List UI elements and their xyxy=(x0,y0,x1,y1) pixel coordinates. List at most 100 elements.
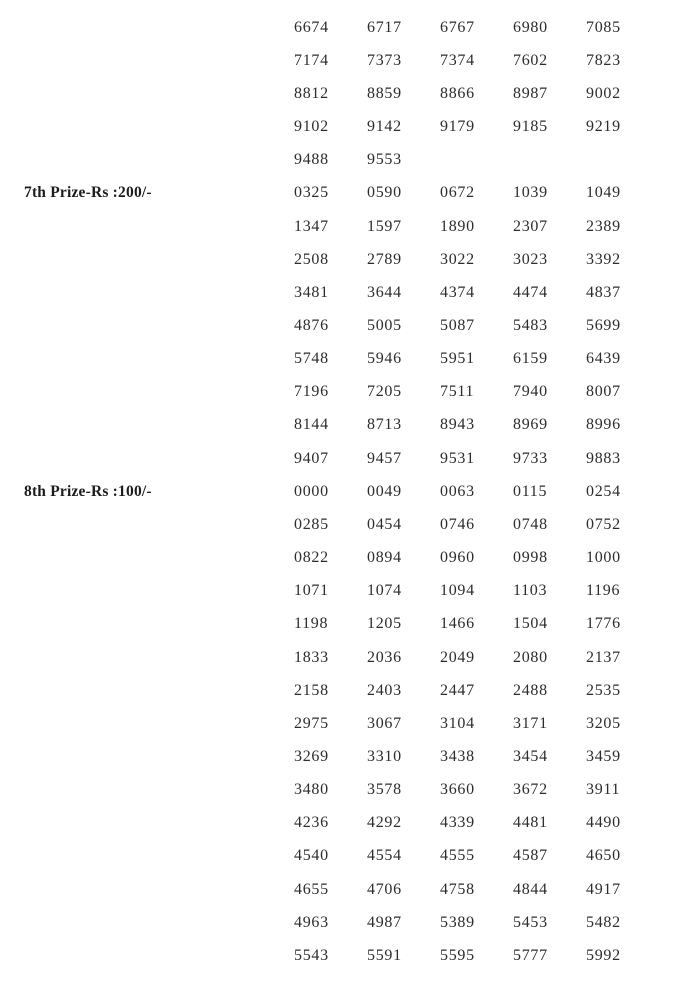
ticket-number: 7174 xyxy=(294,51,329,69)
ticket-number: 3205 xyxy=(586,714,621,732)
table-row: 9102 9142 9179 9185 9219 xyxy=(0,110,676,143)
ticket-number: 6980 xyxy=(513,18,548,36)
ticket-number: 3269 xyxy=(294,748,329,766)
table-row: 4963 4987 5389 5453 5482 xyxy=(0,906,676,939)
ticket-number: 3438 xyxy=(440,748,475,766)
table-row: 4655 4706 4758 4844 4917 xyxy=(0,873,676,906)
table-row: 7th Prize-Rs :200/- 0325 0590 0672 1039 1049 xyxy=(0,177,676,210)
ticket-number: 7823 xyxy=(586,51,621,69)
ticket-number: 3022 xyxy=(440,250,475,268)
ticket-number: 0049 xyxy=(367,482,402,500)
ticket-number: 0748 xyxy=(513,515,548,533)
table-row: 1198 1205 1466 1504 1776 xyxy=(0,608,676,641)
ticket-number: 3171 xyxy=(513,714,548,732)
table-row: 7174 7373 7374 7602 7823 xyxy=(0,44,676,77)
ticket-number: 2049 xyxy=(440,648,475,666)
ticket-number: 3459 xyxy=(586,748,621,766)
ticket-number: 8866 xyxy=(440,84,475,102)
ticket-number: 4554 xyxy=(367,847,402,865)
ticket-number: 8943 xyxy=(440,416,475,434)
ticket-number: 5087 xyxy=(440,316,475,334)
ticket-number: 3660 xyxy=(440,781,475,799)
ticket-number: 6717 xyxy=(367,18,402,36)
ticket-number: 2080 xyxy=(513,648,548,666)
ticket-number: 9733 xyxy=(513,449,548,467)
ticket-number: 4481 xyxy=(513,814,548,832)
ticket-number: 1466 xyxy=(440,615,475,633)
ticket-number: 0590 xyxy=(367,184,402,202)
ticket-number: 9531 xyxy=(440,449,475,467)
table-row: 9488 9553 xyxy=(0,144,676,177)
prize-number-table: 6674 6717 6767 6980 7085 7174 7373 7374 7602 7823… xyxy=(0,11,676,972)
ticket-number: 5389 xyxy=(440,913,475,931)
ticket-number: 1890 xyxy=(440,217,475,235)
ticket-number: 1347 xyxy=(294,217,329,235)
table-row: 4540 4554 4555 4587 4650 xyxy=(0,840,676,873)
ticket-number: 2535 xyxy=(586,681,621,699)
ticket-number: 0325 xyxy=(294,184,329,202)
ticket-number: 7085 xyxy=(586,18,621,36)
ticket-number: 5005 xyxy=(367,316,402,334)
ticket-number: 2307 xyxy=(513,217,548,235)
ticket-number: 5748 xyxy=(294,350,329,368)
ticket-number: 9185 xyxy=(513,118,548,136)
prize-label: 7th Prize-Rs :200/- xyxy=(24,184,152,202)
ticket-number: 8996 xyxy=(586,416,621,434)
ticket-number: 7940 xyxy=(513,383,548,401)
ticket-number: 3023 xyxy=(513,250,548,268)
ticket-number: 7196 xyxy=(294,383,329,401)
ticket-number: 9142 xyxy=(367,118,402,136)
ticket-number: 3644 xyxy=(367,283,402,301)
ticket-number: 4587 xyxy=(513,847,548,865)
table-row: 9407 9457 9531 9733 9883 xyxy=(0,442,676,475)
ticket-number: 7205 xyxy=(367,383,402,401)
table-row: 3481 3644 4374 4474 4837 xyxy=(0,276,676,309)
table-row: 0285 0454 0746 0748 0752 xyxy=(0,508,676,541)
ticket-number: 8987 xyxy=(513,84,548,102)
ticket-number: 0822 xyxy=(294,549,329,567)
ticket-number: 3911 xyxy=(586,781,621,799)
ticket-number: 2447 xyxy=(440,681,475,699)
ticket-number: 9488 xyxy=(294,151,329,169)
ticket-number: 5482 xyxy=(586,913,621,931)
ticket-number: 4876 xyxy=(294,316,329,334)
ticket-number: 5992 xyxy=(586,946,621,964)
ticket-number: 2508 xyxy=(294,250,329,268)
ticket-number: 0063 xyxy=(440,482,475,500)
ticket-number: 7373 xyxy=(367,51,402,69)
ticket-number: 6767 xyxy=(440,18,475,36)
table-row: 7196 7205 7511 7940 8007 xyxy=(0,376,676,409)
ticket-number: 2389 xyxy=(586,217,621,235)
ticket-number: 5777 xyxy=(513,946,548,964)
table-row: 8812 8859 8866 8987 9002 xyxy=(0,77,676,110)
ticket-number: 5543 xyxy=(294,946,329,964)
ticket-number: 0960 xyxy=(440,549,475,567)
table-row: 5543 5591 5595 5777 5992 xyxy=(0,939,676,972)
ticket-number: 2789 xyxy=(367,250,402,268)
ticket-number: 2137 xyxy=(586,648,621,666)
ticket-number: 4374 xyxy=(440,283,475,301)
ticket-number: 1071 xyxy=(294,582,329,600)
ticket-number: 5946 xyxy=(367,350,402,368)
ticket-number: 3672 xyxy=(513,781,548,799)
prize-label: 8th Prize-Rs :100/- xyxy=(24,482,152,500)
ticket-number: 4963 xyxy=(294,913,329,931)
table-row: 6674 6717 6767 6980 7085 xyxy=(0,11,676,44)
ticket-number: 0115 xyxy=(513,482,548,500)
ticket-number: 1833 xyxy=(294,648,329,666)
table-row: 2508 2789 3022 3023 3392 xyxy=(0,243,676,276)
ticket-number: 0894 xyxy=(367,549,402,567)
ticket-number: 1049 xyxy=(586,184,621,202)
ticket-number: 6674 xyxy=(294,18,329,36)
ticket-number: 8144 xyxy=(294,416,329,434)
ticket-number: 0746 xyxy=(440,515,475,533)
ticket-number: 3392 xyxy=(586,250,621,268)
ticket-number: 0454 xyxy=(367,515,402,533)
ticket-number: 5453 xyxy=(513,913,548,931)
ticket-number: 5483 xyxy=(513,316,548,334)
ticket-number: 0254 xyxy=(586,482,621,500)
ticket-number: 3104 xyxy=(440,714,475,732)
ticket-number: 1198 xyxy=(294,615,329,633)
ticket-number: 5951 xyxy=(440,350,475,368)
